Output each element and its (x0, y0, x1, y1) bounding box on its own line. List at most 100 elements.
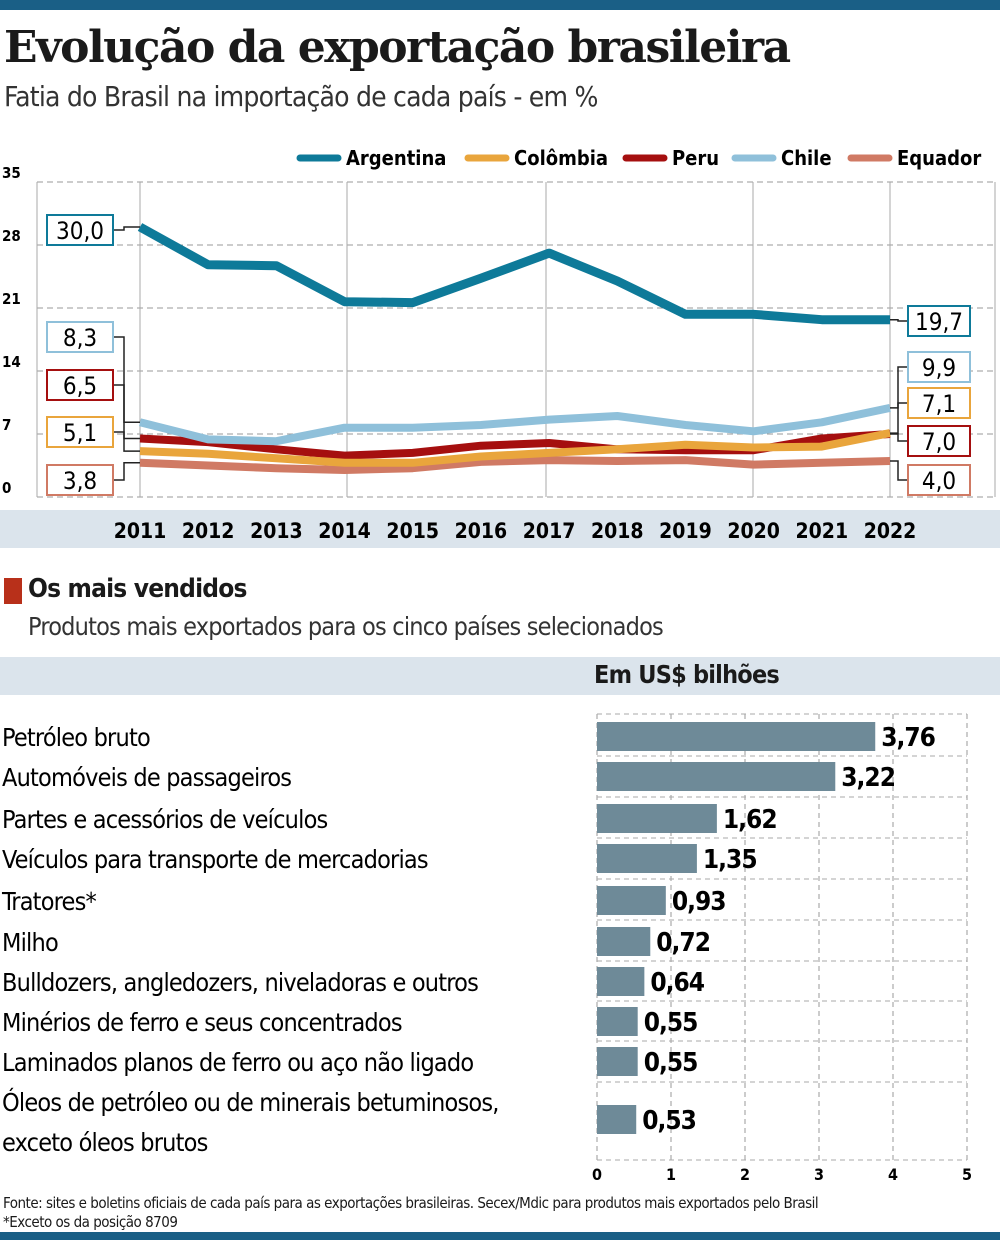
start-value-label: 3,8 (63, 467, 97, 495)
bar (597, 927, 651, 956)
x-tick-label: 2 (740, 1165, 750, 1184)
bar-category-label: exceto óleos brutos (2, 1128, 208, 1157)
x-tick-label: 2020 (727, 519, 780, 543)
bar (597, 762, 836, 791)
start-value-label: 5,1 (63, 419, 97, 447)
y-tick-label: 35 (2, 164, 21, 182)
start-value-box (46, 214, 114, 246)
end-value-box (907, 425, 971, 457)
x-tick-label: 2017 (523, 519, 576, 543)
start-value-label: 8,3 (63, 324, 97, 352)
bar-value-label: 3,76 (881, 723, 935, 753)
bar-category-label: Partes e acessórios de veículos (2, 805, 328, 834)
end-value-label: 7,0 (922, 428, 956, 456)
legend-label: Chile (781, 146, 832, 170)
end-value-label: 7,1 (922, 390, 956, 418)
bar (597, 1007, 638, 1036)
y-tick-label: 0 (2, 479, 11, 497)
end-value-label: 4,0 (922, 467, 956, 495)
label-connector (890, 318, 908, 322)
bar-category-label: Tratores* (1, 887, 97, 916)
x-tick-label: 2013 (250, 519, 303, 543)
bar (597, 1105, 637, 1134)
bar-chart-unit: Em US$ bilhões (594, 660, 780, 689)
legend-label: Colômbia (514, 146, 608, 170)
label-connector (113, 431, 140, 452)
x-tick-label: 2018 (591, 519, 644, 543)
end-value-box (907, 305, 971, 337)
x-tick-label: 1 (666, 1165, 676, 1184)
start-value-box (46, 464, 114, 496)
bar (597, 804, 717, 833)
bar-category-label: Bulldozers, angledozers, niveladoras e o… (2, 968, 478, 997)
x-tick-label: 2012 (182, 519, 235, 543)
legend-label: Peru (672, 146, 719, 170)
bar (597, 844, 697, 873)
bar-category-label: Automóveis de passageiros (2, 763, 291, 792)
x-tick-label: 0 (592, 1165, 602, 1184)
bottom-accent-bar (0, 1232, 1000, 1240)
start-value-label: 6,5 (63, 372, 97, 400)
unit-band (0, 657, 1000, 695)
section-marker (4, 578, 22, 604)
x-tick-label: 2015 (386, 519, 439, 543)
x-tick-label: 2022 (864, 519, 917, 543)
x-tick-label: 2021 (796, 519, 849, 543)
footer-note: *Exceto os da posição 8709 (3, 1213, 178, 1231)
year-axis-band (0, 510, 1000, 548)
label-connector (890, 433, 908, 442)
bar-value-label: 0,55 (644, 1048, 698, 1078)
start-value-box (46, 416, 114, 448)
end-value-label: 19,7 (915, 308, 963, 336)
y-tick-label: 28 (2, 227, 21, 245)
x-tick-label: 4 (888, 1165, 898, 1184)
x-tick-label: 3 (814, 1165, 824, 1184)
end-value-label: 9,9 (922, 354, 956, 382)
series-line-chile (139, 403, 891, 446)
legend-label: Equador (897, 146, 981, 170)
end-value-box (907, 464, 971, 496)
bar (597, 886, 666, 915)
label-connector (890, 366, 908, 409)
label-connector (113, 226, 140, 231)
label-connector (113, 384, 140, 440)
bar-category-label: Minérios de ferro e seus concentrados (2, 1008, 402, 1037)
bar-category-label: Óleos de petróleo ou de minerais betumin… (2, 1087, 499, 1117)
bar (597, 1047, 638, 1076)
y-tick-label: 21 (2, 290, 21, 308)
x-tick-label: 2016 (455, 519, 508, 543)
y-tick-label: 7 (2, 416, 11, 434)
end-value-box (907, 351, 971, 383)
bar-category-label: Laminados planos de ferro ou aço não lig… (2, 1048, 473, 1077)
label-connector (890, 402, 908, 434)
x-tick-label: 5 (962, 1165, 972, 1184)
bar-category-label: Veículos para transporte de mercadorias (2, 845, 428, 874)
bar (597, 967, 645, 996)
bar-category-label: Petróleo bruto (2, 723, 150, 752)
start-value-label: 30,0 (56, 217, 104, 245)
bar-value-label: 0,55 (644, 1008, 698, 1038)
label-connector (113, 336, 140, 424)
page-title: Evolução da exportação brasileira (4, 22, 791, 73)
start-value-box (46, 369, 114, 401)
x-tick-label: 2019 (659, 519, 712, 543)
bar-value-label: 1,62 (723, 805, 777, 835)
y-tick-label: 14 (2, 353, 21, 371)
series-line-colômbia (139, 429, 891, 467)
page-subtitle: Fatia do Brasil na importação de cada pa… (4, 80, 598, 113)
bar-value-label: 3,22 (841, 763, 895, 793)
label-connector (890, 460, 908, 481)
bar-value-label: 0,53 (642, 1106, 696, 1136)
x-tick-label: 2014 (318, 519, 371, 543)
bar-category-label: Milho (2, 928, 58, 957)
start-value-box (46, 321, 114, 353)
footer-source: Fonte: sites e boletins oficiais de cada… (3, 1194, 819, 1212)
bar-value-label: 0,93 (672, 887, 726, 917)
bar-value-label: 0,72 (656, 928, 710, 958)
bar (597, 722, 876, 751)
label-connector (113, 462, 140, 481)
top-accent-bar (0, 0, 1000, 10)
bar-chart-subtitle: Produtos mais exportados para os cinco p… (28, 612, 664, 641)
legend-label: Argentina (346, 146, 446, 170)
